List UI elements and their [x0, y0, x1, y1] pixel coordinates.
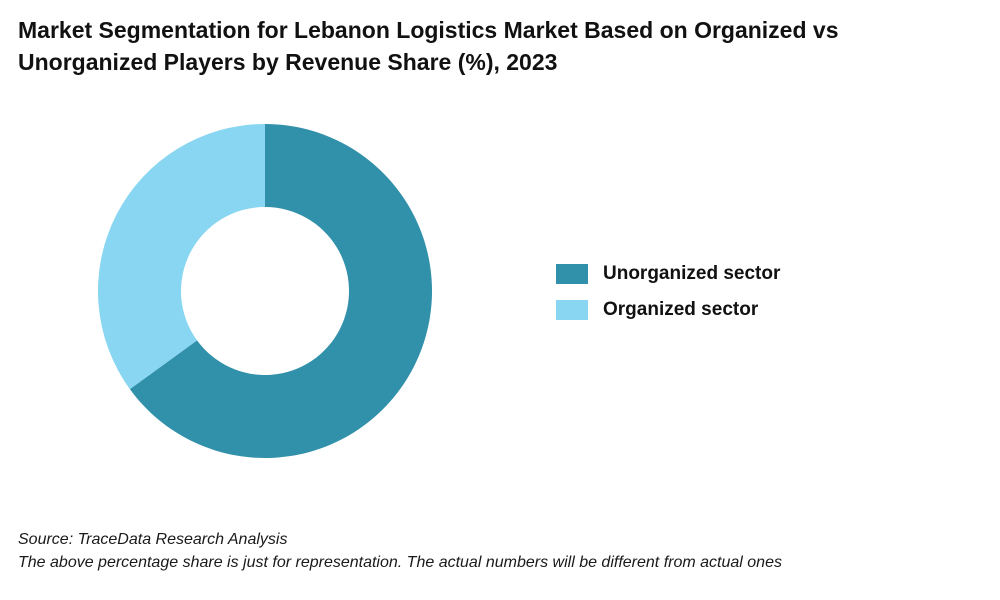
legend-label-organized: Organized sector	[603, 299, 759, 320]
legend-item-organized: Organized sector	[556, 298, 856, 322]
donut-slice-unorganized-sector	[129, 124, 432, 458]
legend-item-unorganized: Unorganized sector	[556, 262, 856, 286]
donut-slices	[97, 124, 432, 458]
legend-label-unorganized: Unorganized sector	[603, 263, 781, 284]
legend-swatch-organized	[556, 300, 588, 320]
source-note: Source: TraceData Research Analysis	[18, 531, 288, 548]
disclaimer-note: The above percentage share is just for r…	[18, 554, 782, 571]
chart-title: Market Segmentation for Lebanon Logistic…	[18, 17, 839, 75]
donut-slice-organized-sector	[97, 124, 265, 390]
chart-legend: Unorganized sector Organized sector	[556, 262, 856, 334]
legend-swatch-unorganized	[556, 264, 588, 284]
footnotes: Source: TraceData Research Analysis The …	[18, 528, 978, 574]
